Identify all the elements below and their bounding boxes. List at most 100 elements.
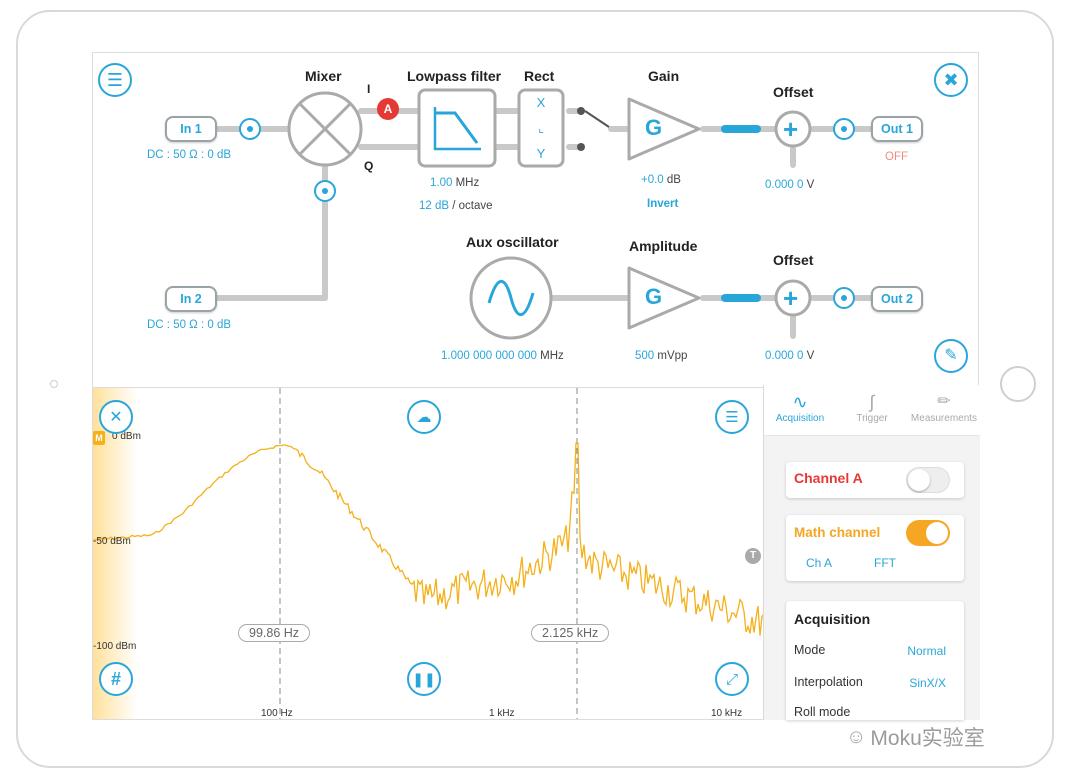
in2-probe-node[interactable] xyxy=(314,180,336,202)
grid-button[interactable]: # xyxy=(99,662,133,696)
spectrum-plot[interactable]: M T 0 dBm -50 dBm -100 dBm 100 Hz 1 kHz … xyxy=(93,387,764,719)
in1-probe-node[interactable] xyxy=(239,118,261,140)
q-label: Q xyxy=(364,159,374,173)
mode-value[interactable]: Normal xyxy=(907,644,946,658)
watermark: ☺ Moku实验室 xyxy=(846,725,985,751)
grid-icon: # xyxy=(110,668,121,689)
cloud-upload-icon: ☁ xyxy=(416,409,432,426)
amplitude-value[interactable]: 500 mVpp xyxy=(635,350,688,362)
tab-acquisition[interactable]: ∿ Acquisition xyxy=(764,391,836,424)
cursor1-readout[interactable]: 99.86 Hz xyxy=(238,624,311,642)
menu-icon: ☰ xyxy=(106,70,124,90)
rect-block[interactable]: X ⌞ Y xyxy=(519,90,563,166)
mode-label: Mode xyxy=(794,643,826,657)
rect-title: Rect xyxy=(524,68,555,84)
settings-pane: ∿ Acquisition ∫ Trigger ✏ Measurements C… xyxy=(763,385,980,720)
lowpass-title: Lowpass filter xyxy=(407,68,502,84)
wechat-logo-icon: ☺ xyxy=(846,725,867,748)
out1-label: Out 1 xyxy=(881,122,913,136)
home-button[interactable] xyxy=(1000,366,1036,402)
trigger-edge-icon: ∫ xyxy=(869,392,875,412)
gain-value[interactable]: +0.0 dB xyxy=(641,174,681,186)
camera-dot xyxy=(50,380,58,388)
tab-measurements[interactable]: ✏ Measurements xyxy=(908,391,980,424)
notes-button[interactable]: ✎ xyxy=(934,339,968,373)
out2-probe-node[interactable] xyxy=(833,287,855,309)
acquisition-title: Acquisition xyxy=(794,611,871,627)
close-icon: ✕ xyxy=(109,409,123,426)
y-label-0: 0 dBm xyxy=(112,431,141,442)
amplitude-block[interactable]: G xyxy=(645,284,663,309)
lpf-slope[interactable]: 12 dB / octave xyxy=(419,200,493,212)
menu-button[interactable]: ☰ xyxy=(98,63,132,97)
pane-tabs: ∿ Acquisition ∫ Trigger ✏ Measurements xyxy=(764,385,980,436)
acquisition-card: Acquisition Mode Normal Interpolation Si… xyxy=(786,601,964,720)
rect-corner-icon: ⌞ xyxy=(538,120,544,135)
plot-settings-button[interactable]: ☰ xyxy=(715,400,749,434)
offset2-block[interactable]: + xyxy=(783,283,799,313)
math-channel-card: Math channel Ch A FFT xyxy=(786,515,964,581)
channel-a-toggle[interactable] xyxy=(906,467,950,493)
offset1-value[interactable]: 0.000 0 V xyxy=(765,179,815,191)
out2-button[interactable]: Out 2 xyxy=(871,286,923,312)
app-screen: ☰ ✖ ✎ In 1 DC : 50 Ω : 0 dB In 2 DC : 50… xyxy=(92,52,979,720)
x-label-100hz: 100 Hz xyxy=(261,708,293,719)
fft-trace xyxy=(93,442,764,636)
in2-button[interactable]: In 2 xyxy=(165,286,217,312)
cursor2-readout[interactable]: 2.125 kHz xyxy=(531,624,610,642)
cloud-upload-button[interactable]: ☁ xyxy=(407,400,441,434)
interpolation-label: Interpolation xyxy=(794,675,863,689)
in1-setting[interactable]: DC : 50 Ω : 0 dB xyxy=(147,149,232,161)
roll-mode-label: Roll mode xyxy=(794,705,851,719)
math-operation[interactable]: FFT xyxy=(874,556,896,570)
close-plot-button[interactable]: ✕ xyxy=(99,400,133,434)
fullscreen-button[interactable]: ⤢ xyxy=(715,662,749,696)
math-source[interactable]: Ch A xyxy=(806,556,833,570)
offset1-block[interactable]: + xyxy=(783,114,799,144)
i-label: I xyxy=(367,82,371,96)
offset2-title: Offset xyxy=(773,252,814,268)
gain-block[interactable]: G xyxy=(645,115,663,140)
in2-setting[interactable]: DC : 50 Ω : 0 dB xyxy=(147,319,232,331)
sine-wave-icon: ∿ xyxy=(792,392,808,412)
settings-button[interactable]: ✖ xyxy=(934,63,968,97)
out1-probe-node[interactable] xyxy=(833,118,855,140)
tab-trigger[interactable]: ∫ Trigger xyxy=(836,391,908,424)
edit-note-icon: ✎ xyxy=(944,347,958,364)
channel-a-card: Channel A xyxy=(786,462,964,498)
interpolation-value[interactable]: SinX/X xyxy=(909,676,946,690)
offset1-title: Offset xyxy=(773,84,814,100)
mixer-title: Mixer xyxy=(305,68,342,84)
invert-toggle[interactable]: Invert xyxy=(647,198,679,210)
aux-title: Aux oscillator xyxy=(466,234,559,250)
x-label-10khz: 10 kHz xyxy=(711,708,743,719)
fft-trace-svg xyxy=(93,388,764,719)
in2-label: In 2 xyxy=(180,292,202,306)
rect-x-glyph: X xyxy=(536,95,546,111)
channel-a-label: Channel A xyxy=(794,470,863,486)
marker-m[interactable]: M xyxy=(93,431,105,445)
fullscreen-icon: ⤢ xyxy=(725,670,738,688)
aux-frequency[interactable]: 1.000 000 000 000 MHz xyxy=(441,350,564,362)
y-label-50: -50 dBm xyxy=(93,536,131,547)
amplitude-title: Amplitude xyxy=(629,238,698,254)
lpf-frequency[interactable]: 1.00 MHz xyxy=(430,177,480,189)
in1-button[interactable]: In 1 xyxy=(165,116,217,142)
rect-y-glyph: Y xyxy=(536,145,546,161)
out1-button[interactable]: Out 1 xyxy=(871,116,923,142)
out1-state: OFF xyxy=(885,151,908,163)
ruler-icon: ✏ xyxy=(937,393,951,410)
y-label-100: -100 dBm xyxy=(93,641,137,652)
in1-label: In 1 xyxy=(180,122,202,136)
x-label-1khz: 1 kHz xyxy=(489,708,515,719)
tools-icon: ✖ xyxy=(943,70,959,90)
aux-oscillator-block[interactable] xyxy=(471,258,551,338)
offset2-value[interactable]: 0.000 0 V xyxy=(765,350,815,362)
pause-icon: ❚❚ xyxy=(412,670,436,687)
probe-a-marker[interactable]: A xyxy=(377,98,399,120)
sliders-icon: ☰ xyxy=(725,409,739,426)
trigger-marker[interactable]: T xyxy=(745,548,761,564)
pause-button[interactable]: ❚❚ xyxy=(407,662,441,696)
gain-title: Gain xyxy=(648,68,680,84)
math-channel-toggle[interactable] xyxy=(906,520,950,546)
